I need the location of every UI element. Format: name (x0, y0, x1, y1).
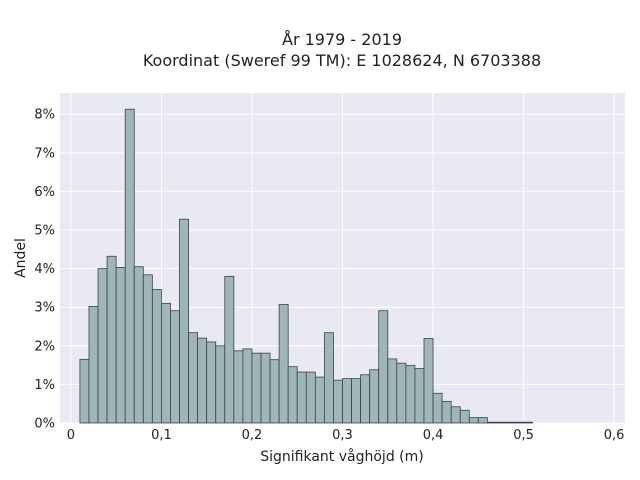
histogram-bar (342, 378, 352, 424)
y-tick-label: 5% (34, 224, 55, 239)
histogram-bar (468, 417, 479, 424)
histogram-bar (414, 368, 425, 424)
histogram-bar (97, 268, 108, 424)
x-tick-label: 0,1 (151, 428, 172, 443)
histogram-bar (351, 378, 362, 424)
histogram-bar (441, 400, 452, 424)
histogram-bar (260, 352, 271, 424)
histogram-bar (387, 358, 398, 424)
x-tick-label: 0,6 (604, 428, 625, 443)
histogram-bar (151, 289, 162, 424)
histogram-bar (450, 406, 461, 424)
histogram-bar (251, 352, 262, 424)
x-tick-label: 0,4 (423, 428, 444, 443)
histogram-bar (523, 421, 534, 424)
chart-title-line-1: År 1979 - 2019 (282, 30, 402, 49)
histogram-bar (106, 255, 117, 424)
histogram-bar (314, 376, 325, 424)
y-tick-label: 8% (34, 108, 55, 123)
histogram-bar (233, 350, 244, 424)
histogram-bar (188, 332, 199, 424)
histogram-bar (179, 218, 189, 424)
histogram-bar (423, 338, 434, 424)
histogram-bar (432, 392, 443, 424)
histogram-bar (396, 362, 407, 424)
histogram-bar (369, 369, 380, 424)
histogram-bar (287, 366, 298, 424)
histogram-bar (224, 275, 235, 424)
x-axis-label: Signifikant våghöjd (m) (260, 448, 423, 465)
x-tick-label: 0,5 (513, 428, 534, 443)
histogram-bar (170, 310, 180, 424)
histogram-bar (269, 359, 280, 424)
histogram-bar (79, 358, 90, 424)
histogram-bar (133, 266, 144, 424)
histogram-bar (496, 421, 506, 424)
histogram-bar (161, 302, 171, 424)
histogram-bar (197, 337, 208, 424)
histogram-bar (405, 365, 416, 424)
y-axis-ticks: 0% 1% 2% 3% 4% 5% 6% 7% 8% (34, 108, 55, 432)
histogram-bar (124, 108, 135, 424)
histogram-bars (79, 108, 534, 424)
histogram-bar (242, 348, 253, 424)
x-tick-label: 0 (67, 428, 75, 443)
histogram-bar (486, 421, 497, 424)
y-tick-label: 7% (34, 146, 55, 161)
histogram-bar (278, 304, 289, 424)
y-tick-label: 6% (34, 185, 55, 200)
histogram-bar (296, 371, 307, 424)
histogram-bar (323, 332, 334, 424)
histogram-bar (378, 310, 389, 424)
histogram-bar (459, 409, 470, 424)
x-tick-label: 0,2 (242, 428, 263, 443)
chart-title-line-2: Koordinat (Sweref 99 TM): E 1028624, N 6… (143, 51, 541, 70)
histogram-bar (88, 306, 99, 424)
y-tick-label: 0% (34, 417, 55, 432)
histogram-bar (333, 379, 343, 424)
x-axis-ticks: 0 0,1 0,2 0,3 0,4 0,5 0,6 (67, 428, 625, 443)
y-tick-label: 1% (34, 378, 55, 393)
histogram-bar (206, 341, 217, 424)
histogram-bar (514, 421, 524, 424)
histogram-bar (115, 267, 126, 424)
histogram-bar (360, 374, 371, 424)
histogram-bar (477, 417, 488, 424)
histogram-bar (142, 274, 153, 424)
y-tick-label: 2% (34, 339, 55, 354)
histogram-bar (215, 345, 226, 424)
y-tick-label: 3% (34, 301, 55, 316)
y-axis-label: Andel (13, 238, 29, 278)
y-tick-label: 4% (34, 262, 55, 277)
histogram-bar (505, 421, 515, 424)
histogram-bar (305, 371, 316, 424)
x-tick-label: 0,3 (332, 428, 353, 443)
